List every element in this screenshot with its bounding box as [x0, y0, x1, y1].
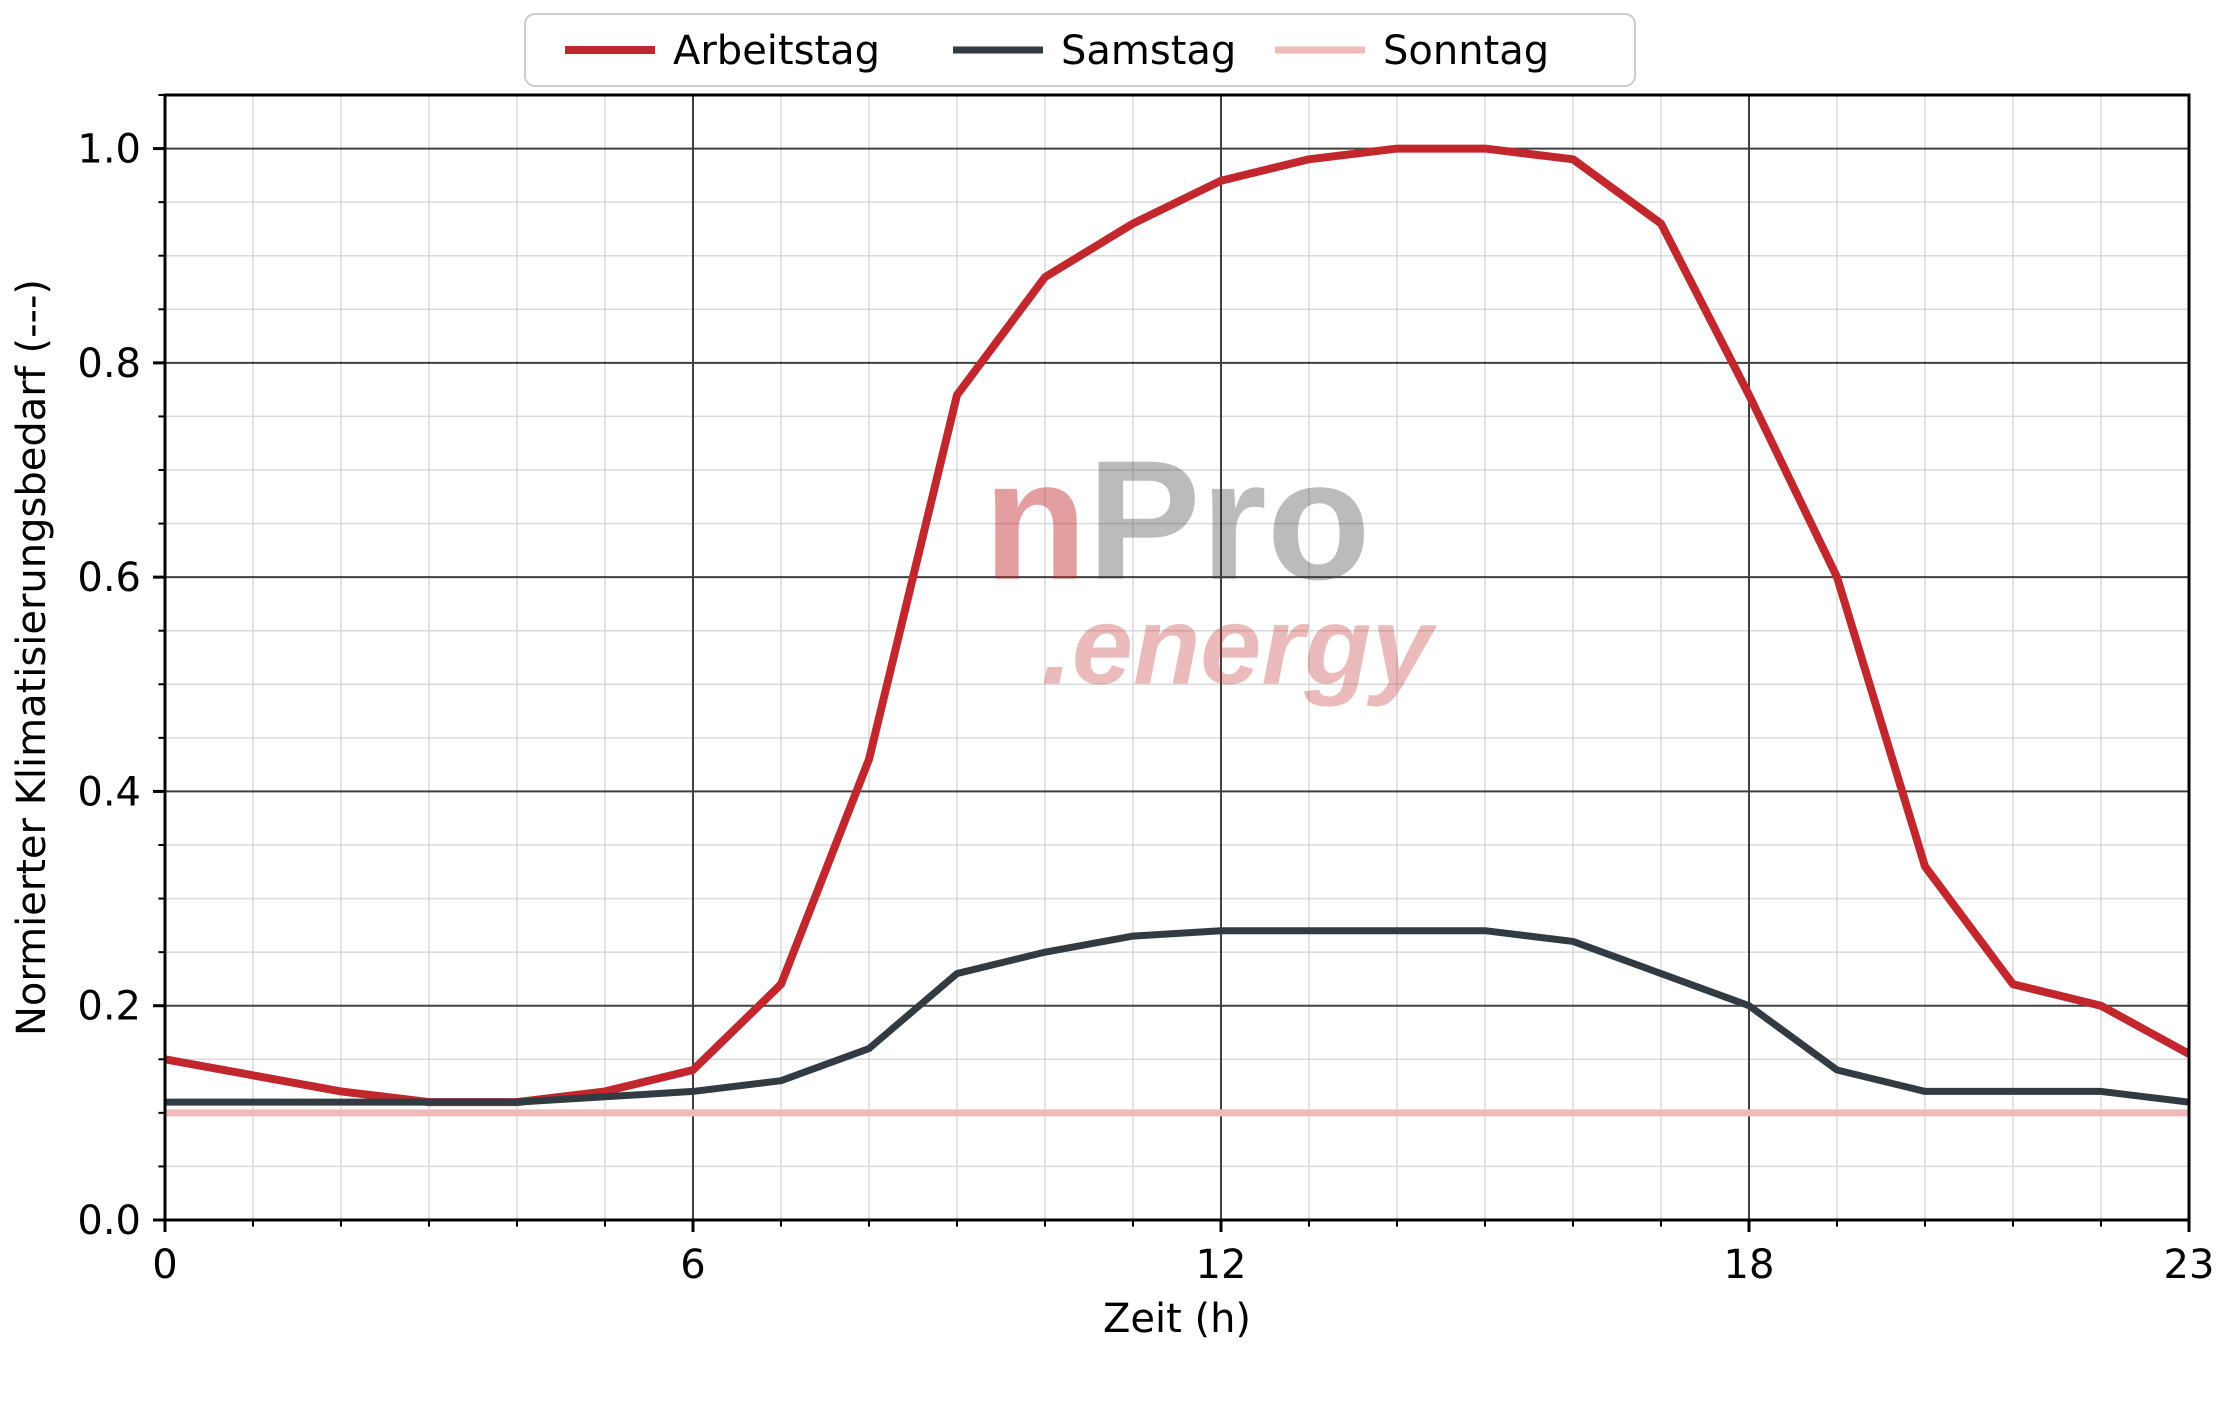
y-tick-label: 0.4 [77, 769, 141, 815]
y-axis-label: Normierter Klimatisierungsbedarf (---) [9, 279, 55, 1036]
x-tick-label: 12 [1196, 1242, 1247, 1288]
y-tick-label: 0.6 [77, 555, 141, 601]
y-tick-label: 0.8 [77, 341, 141, 387]
legend-label: Samstag [1061, 28, 1236, 74]
legend: Arbeitstag Samstag Sonntag [525, 14, 1635, 86]
y-tick-label: 1.0 [77, 127, 141, 173]
x-tick-label: 6 [680, 1242, 705, 1288]
legend-label: Sonntag [1383, 28, 1549, 74]
svg-text:.energy: .energy [1041, 584, 1437, 707]
chart-bg [0, 0, 2216, 1424]
watermark: nPro.energy [983, 426, 1437, 708]
y-tick-label: 0.0 [77, 1198, 141, 1244]
y-tick-label: 0.2 [77, 984, 141, 1030]
x-tick-label: 0 [152, 1242, 177, 1288]
x-axis-label: Zeit (h) [1103, 1296, 1251, 1342]
x-tick-label: 18 [1724, 1242, 1775, 1288]
chart-svg: nPro.energy 0 6 12 18 23 0.0 0.2 0.4 0.6 0.8 1.0 Zei… [0, 0, 2216, 1424]
line-chart: nPro.energy 0 6 12 18 23 0.0 0.2 0.4 0.6 0.8 1.0 Zei… [0, 0, 2216, 1424]
legend-label: Arbeitstag [673, 28, 880, 74]
x-tick-label: 23 [2164, 1242, 2215, 1288]
